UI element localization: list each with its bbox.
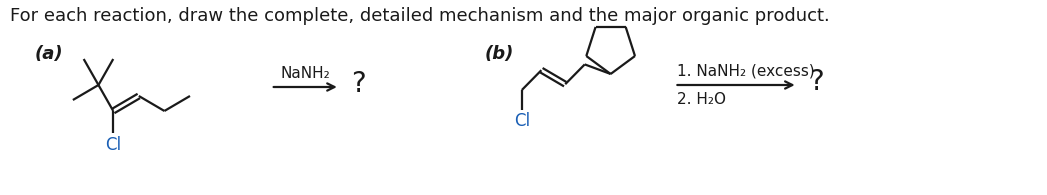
Text: 1. NaNH₂ (excess): 1. NaNH₂ (excess) <box>677 63 816 78</box>
Text: Cl: Cl <box>514 112 530 130</box>
Text: For each reaction, draw the complete, detailed mechanism and the major organic p: For each reaction, draw the complete, de… <box>9 7 829 25</box>
Text: 2. H₂O: 2. H₂O <box>677 92 727 107</box>
Text: NaNH₂: NaNH₂ <box>281 66 330 81</box>
Text: (b): (b) <box>485 45 514 63</box>
Text: (a): (a) <box>35 45 63 63</box>
Text: Cl: Cl <box>105 136 121 154</box>
Text: ?: ? <box>352 70 366 98</box>
Text: ?: ? <box>809 68 824 96</box>
